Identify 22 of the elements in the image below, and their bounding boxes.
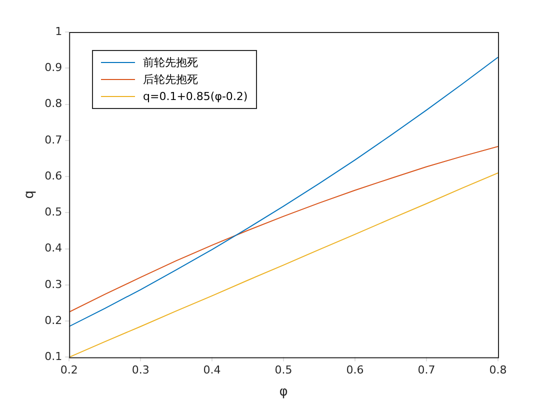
- y-axis-title: q: [22, 190, 38, 199]
- x-tick-label: 0.3: [132, 364, 150, 377]
- y-tick-label: 0.6: [44, 169, 62, 182]
- legend-label: 前轮先抱死: [143, 55, 198, 70]
- y-tick-label: 0.9: [44, 60, 62, 74]
- y-tick-label: 0.5: [44, 206, 62, 219]
- y-tick-label: 0.7: [44, 133, 62, 146]
- x-tick-label: 0.2: [60, 364, 78, 377]
- x-axis-title: φ: [279, 384, 288, 400]
- y-tick-label: 0.4: [44, 242, 62, 255]
- y-tick-label: 0.8: [44, 97, 62, 110]
- x-tick-label: 0.7: [418, 364, 436, 377]
- legend-label: q=0.1+0.85(φ-0.2): [143, 90, 248, 103]
- x-tick-label: 0.5: [274, 364, 292, 377]
- y-tick-label: 0.3: [44, 278, 62, 291]
- legend-label: 后轮先抱死: [143, 72, 198, 87]
- x-tick-label: 0.4: [203, 364, 221, 377]
- y-tick-label: 0.2: [44, 314, 62, 327]
- x-tick-label: 0.6: [346, 364, 364, 377]
- y-tick-label: 1: [55, 24, 62, 38]
- x-tick-label: 0.8: [489, 364, 507, 377]
- y-tick-label: 0.1: [44, 350, 62, 364]
